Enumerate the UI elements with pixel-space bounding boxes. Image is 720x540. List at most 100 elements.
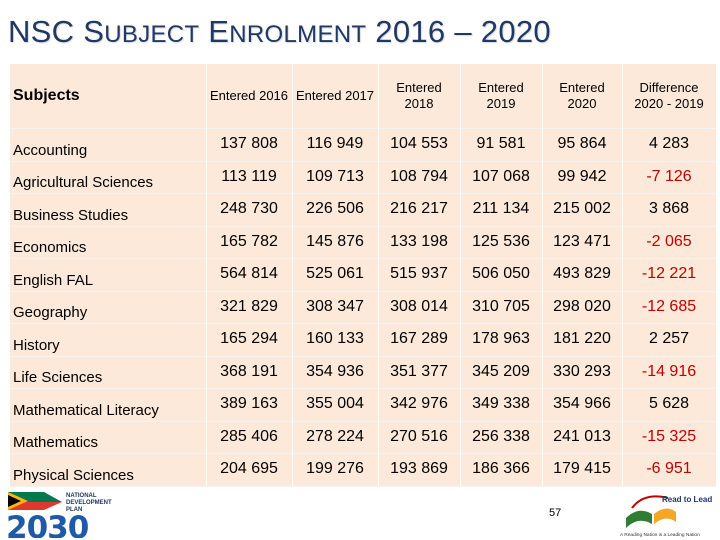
value-cell: 345 209 xyxy=(472,362,530,380)
difference-cell: -6 951 xyxy=(646,460,692,478)
difference-cell: 2 257 xyxy=(648,330,690,348)
value-cell: 109 713 xyxy=(306,167,364,185)
value-cell: 125 536 xyxy=(472,232,530,250)
value-cell: 165 294 xyxy=(220,330,278,348)
subject-cell: Accounting xyxy=(13,141,88,159)
value-cell: 351 377 xyxy=(390,362,448,380)
value-cell: 145 876 xyxy=(306,232,364,250)
value-cell: 95 864 xyxy=(557,135,607,153)
table-row: History 165 294 160 133 167 289 178 963 181 2… xyxy=(10,323,716,357)
header-cell: Difference 2020 - 2019 xyxy=(634,80,704,111)
value-cell: 525 061 xyxy=(306,265,364,283)
header-cell: Entered 2018 xyxy=(396,80,442,111)
value-cell: 515 937 xyxy=(390,265,448,283)
svg-text:NATIONAL: NATIONAL xyxy=(66,493,97,499)
header-cell: Entered 2019 xyxy=(478,80,524,111)
difference-cell: 5 628 xyxy=(648,395,690,413)
table-header-row: Subjects Entered 2016 Entered 2017 Entered … xyxy=(10,64,716,129)
value-cell: 226 506 xyxy=(306,200,364,218)
value-cell: 186 366 xyxy=(472,460,530,478)
value-cell: 354 936 xyxy=(306,362,364,380)
svg-text:A Reading Nation is a Leading: A Reading Nation is a Leading Nation xyxy=(620,532,700,538)
value-cell: 204 695 xyxy=(220,460,278,478)
value-cell: 181 220 xyxy=(553,330,611,348)
header-cell: Entered 2020 xyxy=(559,80,605,111)
value-cell: 256 338 xyxy=(472,427,530,445)
value-cell: 215 002 xyxy=(553,200,611,218)
subject-cell: Mathematical Literacy xyxy=(13,401,159,419)
value-cell: 278 224 xyxy=(306,427,364,445)
value-cell: 389 163 xyxy=(220,395,278,413)
value-cell: 564 814 xyxy=(220,265,278,283)
subject-cell: English FAL xyxy=(13,271,94,289)
svg-text:DEVELOPMENT: DEVELOPMENT xyxy=(66,500,112,506)
table-row: Mathematical Literacy 389 163 355 004 342 9… xyxy=(10,388,716,422)
svg-text:Read to Lead: Read to Lead xyxy=(662,495,712,504)
column-divider xyxy=(460,64,461,486)
value-cell: 211 134 xyxy=(472,200,530,218)
svg-text:PLAN: PLAN xyxy=(66,507,82,513)
ndp-2030-logo: NATIONAL DEVELOPMENT PLAN 2030 xyxy=(6,492,112,538)
value-cell: 108 794 xyxy=(390,167,448,185)
value-cell: 285 406 xyxy=(220,427,278,445)
enrolment-table: Subjects Entered 2016 Entered 2017 Entered … xyxy=(10,64,716,487)
table-row: Agricultural Sciences 113 119 109 713 108 7… xyxy=(10,161,716,194)
column-divider xyxy=(206,64,207,486)
table-row: Geography 321 829 308 347 308 014 310 705 298… xyxy=(10,291,716,324)
subject-cell: Economics xyxy=(13,239,87,256)
difference-cell: -15 325 xyxy=(641,427,697,445)
column-divider xyxy=(542,64,543,486)
flag-icon xyxy=(8,492,62,510)
value-cell: 216 217 xyxy=(390,200,448,218)
value-cell: 368 191 xyxy=(220,362,278,380)
value-cell: 354 966 xyxy=(553,395,611,413)
value-cell: 137 808 xyxy=(220,135,278,153)
value-cell: 99 942 xyxy=(557,167,607,185)
value-cell: 298 020 xyxy=(553,297,611,315)
slide-title: NSC SUBJECT ENROLMENT 2016 – 2020 xyxy=(8,14,551,49)
difference-cell: -12 685 xyxy=(641,297,697,315)
book-icon xyxy=(626,495,676,528)
value-cell: 91 581 xyxy=(476,135,526,153)
column-divider xyxy=(378,64,379,486)
value-cell: 330 293 xyxy=(553,362,611,380)
value-cell: 493 829 xyxy=(553,265,611,283)
value-cell: 308 347 xyxy=(306,297,364,315)
value-cell: 178 963 xyxy=(472,330,530,348)
value-cell: 107 068 xyxy=(472,167,530,185)
value-cell: 321 829 xyxy=(220,297,278,315)
difference-cell: 4 283 xyxy=(648,135,690,153)
footer: NATIONAL DEVELOPMENT PLAN 2030 57 Read t… xyxy=(0,486,720,540)
table-row: Business Studies 248 730 226 506 216 217 211… xyxy=(10,193,716,227)
value-cell: 248 730 xyxy=(220,200,278,218)
page-number: 57 xyxy=(549,507,562,519)
value-cell: 506 050 xyxy=(472,265,530,283)
column-divider xyxy=(622,64,623,486)
table-row: Life Sciences 368 191 354 936 351 377 345 20… xyxy=(10,356,716,389)
value-cell: 160 133 xyxy=(306,330,364,348)
subject-cell: Physical Sciences xyxy=(13,466,134,484)
value-cell: 241 013 xyxy=(553,427,611,445)
header-cell: Entered 2017 xyxy=(295,88,375,103)
value-cell: 113 119 xyxy=(221,167,277,185)
value-cell: 165 782 xyxy=(220,232,278,250)
subject-cell: Mathematics xyxy=(13,434,99,451)
difference-cell: -7 126 xyxy=(646,167,692,185)
value-cell: 349 338 xyxy=(472,395,530,413)
difference-cell: -14 916 xyxy=(641,362,697,380)
value-cell: 270 516 xyxy=(390,427,448,445)
difference-cell: -2 065 xyxy=(646,232,692,250)
table-row: Accounting 137 808 116 949 104 553 91 581 95 … xyxy=(10,128,716,162)
difference-cell: 3 868 xyxy=(648,200,690,218)
value-cell: 167 289 xyxy=(390,330,448,348)
table-row: Physical Sciences 204 695 199 276 193 869 18… xyxy=(10,453,716,487)
value-cell: 116 949 xyxy=(306,135,364,153)
value-cell: 193 869 xyxy=(390,460,448,478)
table-row: English FAL 564 814 525 061 515 937 506 050 4… xyxy=(10,258,716,292)
value-cell: 355 004 xyxy=(306,395,364,413)
column-divider xyxy=(292,64,293,486)
value-cell: 310 705 xyxy=(472,297,530,315)
read-to-lead-logo: Read to Lead A Reading Nation is a Leadi… xyxy=(620,495,712,538)
value-cell: 123 471 xyxy=(553,232,611,250)
subject-cell: Business Studies xyxy=(13,206,129,224)
